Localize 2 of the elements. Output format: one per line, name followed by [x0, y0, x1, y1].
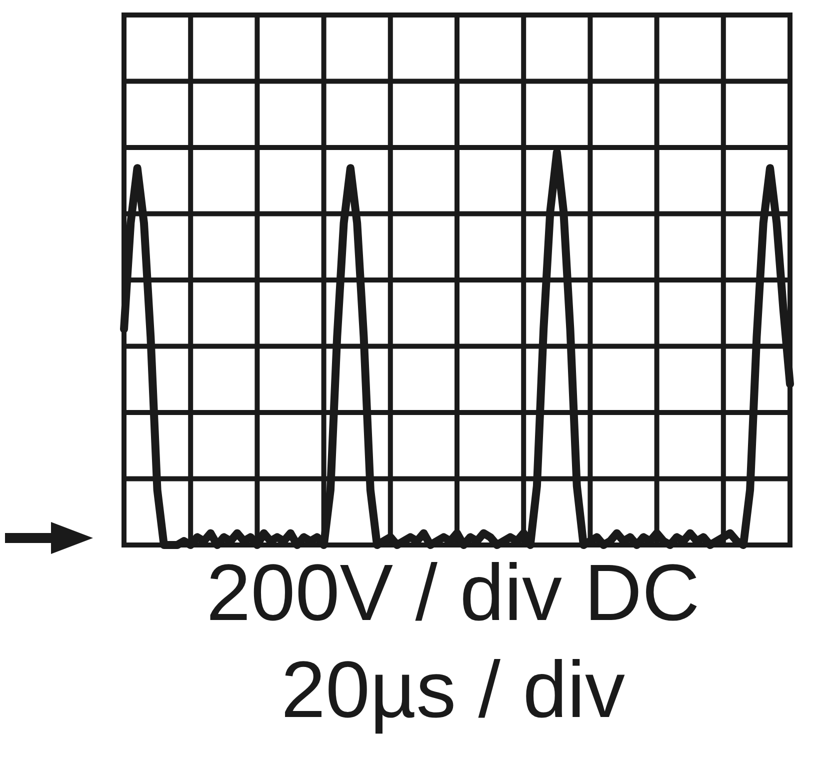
- text: 20µs / div: [280, 645, 626, 735]
- text: 200V / div DC: [205, 548, 701, 638]
